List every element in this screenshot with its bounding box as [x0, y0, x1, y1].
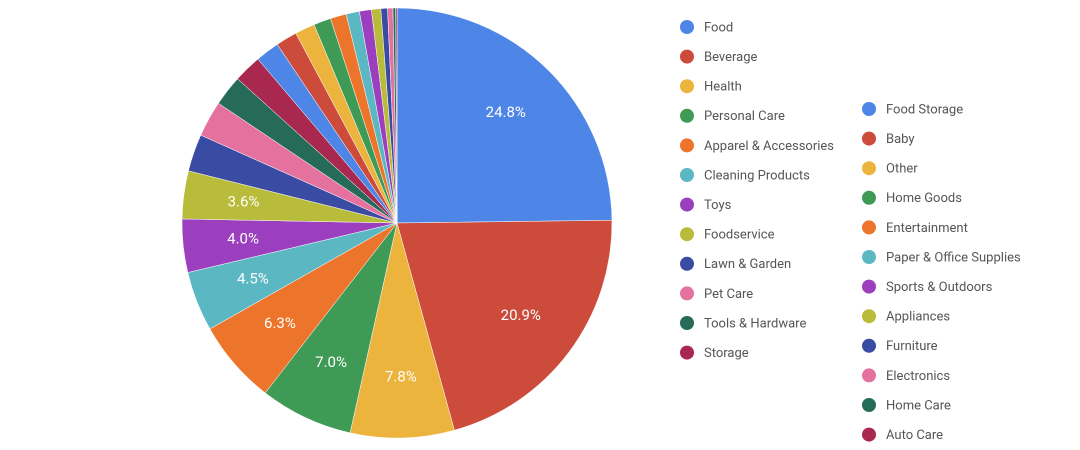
legend-swatch [680, 345, 694, 360]
legend-swatch [680, 256, 694, 271]
legend-swatch [862, 368, 876, 383]
legend-label: Appliances [886, 310, 950, 325]
legend-swatch [862, 102, 876, 116]
legend-label: Other [886, 162, 918, 177]
legend-swatch [862, 398, 876, 412]
legend-label: Sports & Outdoors [886, 280, 993, 295]
legend-label: Health [704, 80, 742, 95]
legend-swatch [680, 108, 694, 123]
legend-label: Cleaning Products [704, 168, 810, 183]
legend-label: Home Care [886, 398, 951, 413]
legend-swatch [862, 161, 876, 176]
legend-swatch [862, 250, 876, 264]
slice-label: 20.9% [501, 306, 541, 324]
legend-label: Paper & Office Supplies [886, 250, 1021, 265]
slice-label: 7.0% [315, 353, 347, 371]
slice-label: 24.8% [486, 103, 526, 121]
legend-label: Furniture [886, 339, 938, 354]
legend-swatch [680, 79, 694, 94]
legend-label: Entertainment [886, 221, 968, 236]
legend-swatch [862, 279, 876, 294]
legend-swatch [862, 309, 876, 324]
legend-swatch [680, 197, 694, 212]
slice-label: 3.6% [228, 193, 260, 211]
legend-swatch [862, 338, 876, 353]
legend-label: Electronics [886, 369, 950, 384]
legend-label: Personal Care [704, 109, 785, 124]
pie-slice [396, 7, 613, 224]
legend-label: Tools & Hardware [704, 316, 806, 331]
legend-swatch [862, 190, 876, 205]
legend-swatch [680, 168, 694, 182]
pie-slice [395, 7, 398, 224]
legend-swatch [862, 131, 876, 146]
legend-label: Baby [886, 132, 915, 147]
pie-slice [396, 220, 613, 431]
slice-label: 4.5% [237, 270, 269, 288]
legend-label: Foodservice [704, 228, 775, 243]
pie-slice [349, 222, 455, 439]
legend-swatch [680, 20, 694, 34]
legend-label: Home Goods [886, 191, 962, 206]
legend-label: Lawn & Garden [704, 257, 791, 272]
legend-label: Food [704, 20, 733, 35]
legend-swatch [680, 316, 694, 330]
legend-label: Toys [704, 198, 732, 213]
legend-swatch [680, 138, 694, 153]
legend-swatch [862, 220, 876, 235]
slice-label: 4.0% [227, 229, 259, 247]
legend-label: Pet Care [704, 287, 753, 302]
legend-swatch [862, 427, 876, 442]
legend-swatch [680, 227, 694, 242]
legend-label: Beverage [704, 50, 758, 65]
legend-label: Auto Care [886, 428, 943, 443]
legend-swatch [680, 286, 694, 301]
slice-label: 7.8% [385, 368, 417, 386]
legend-label: Apparel & Accessories [704, 139, 834, 154]
legend-swatch [680, 49, 694, 64]
legend-label: Storage [704, 346, 749, 361]
slice-label: 6.3% [264, 314, 296, 332]
legend-label: Food Storage [886, 102, 963, 117]
